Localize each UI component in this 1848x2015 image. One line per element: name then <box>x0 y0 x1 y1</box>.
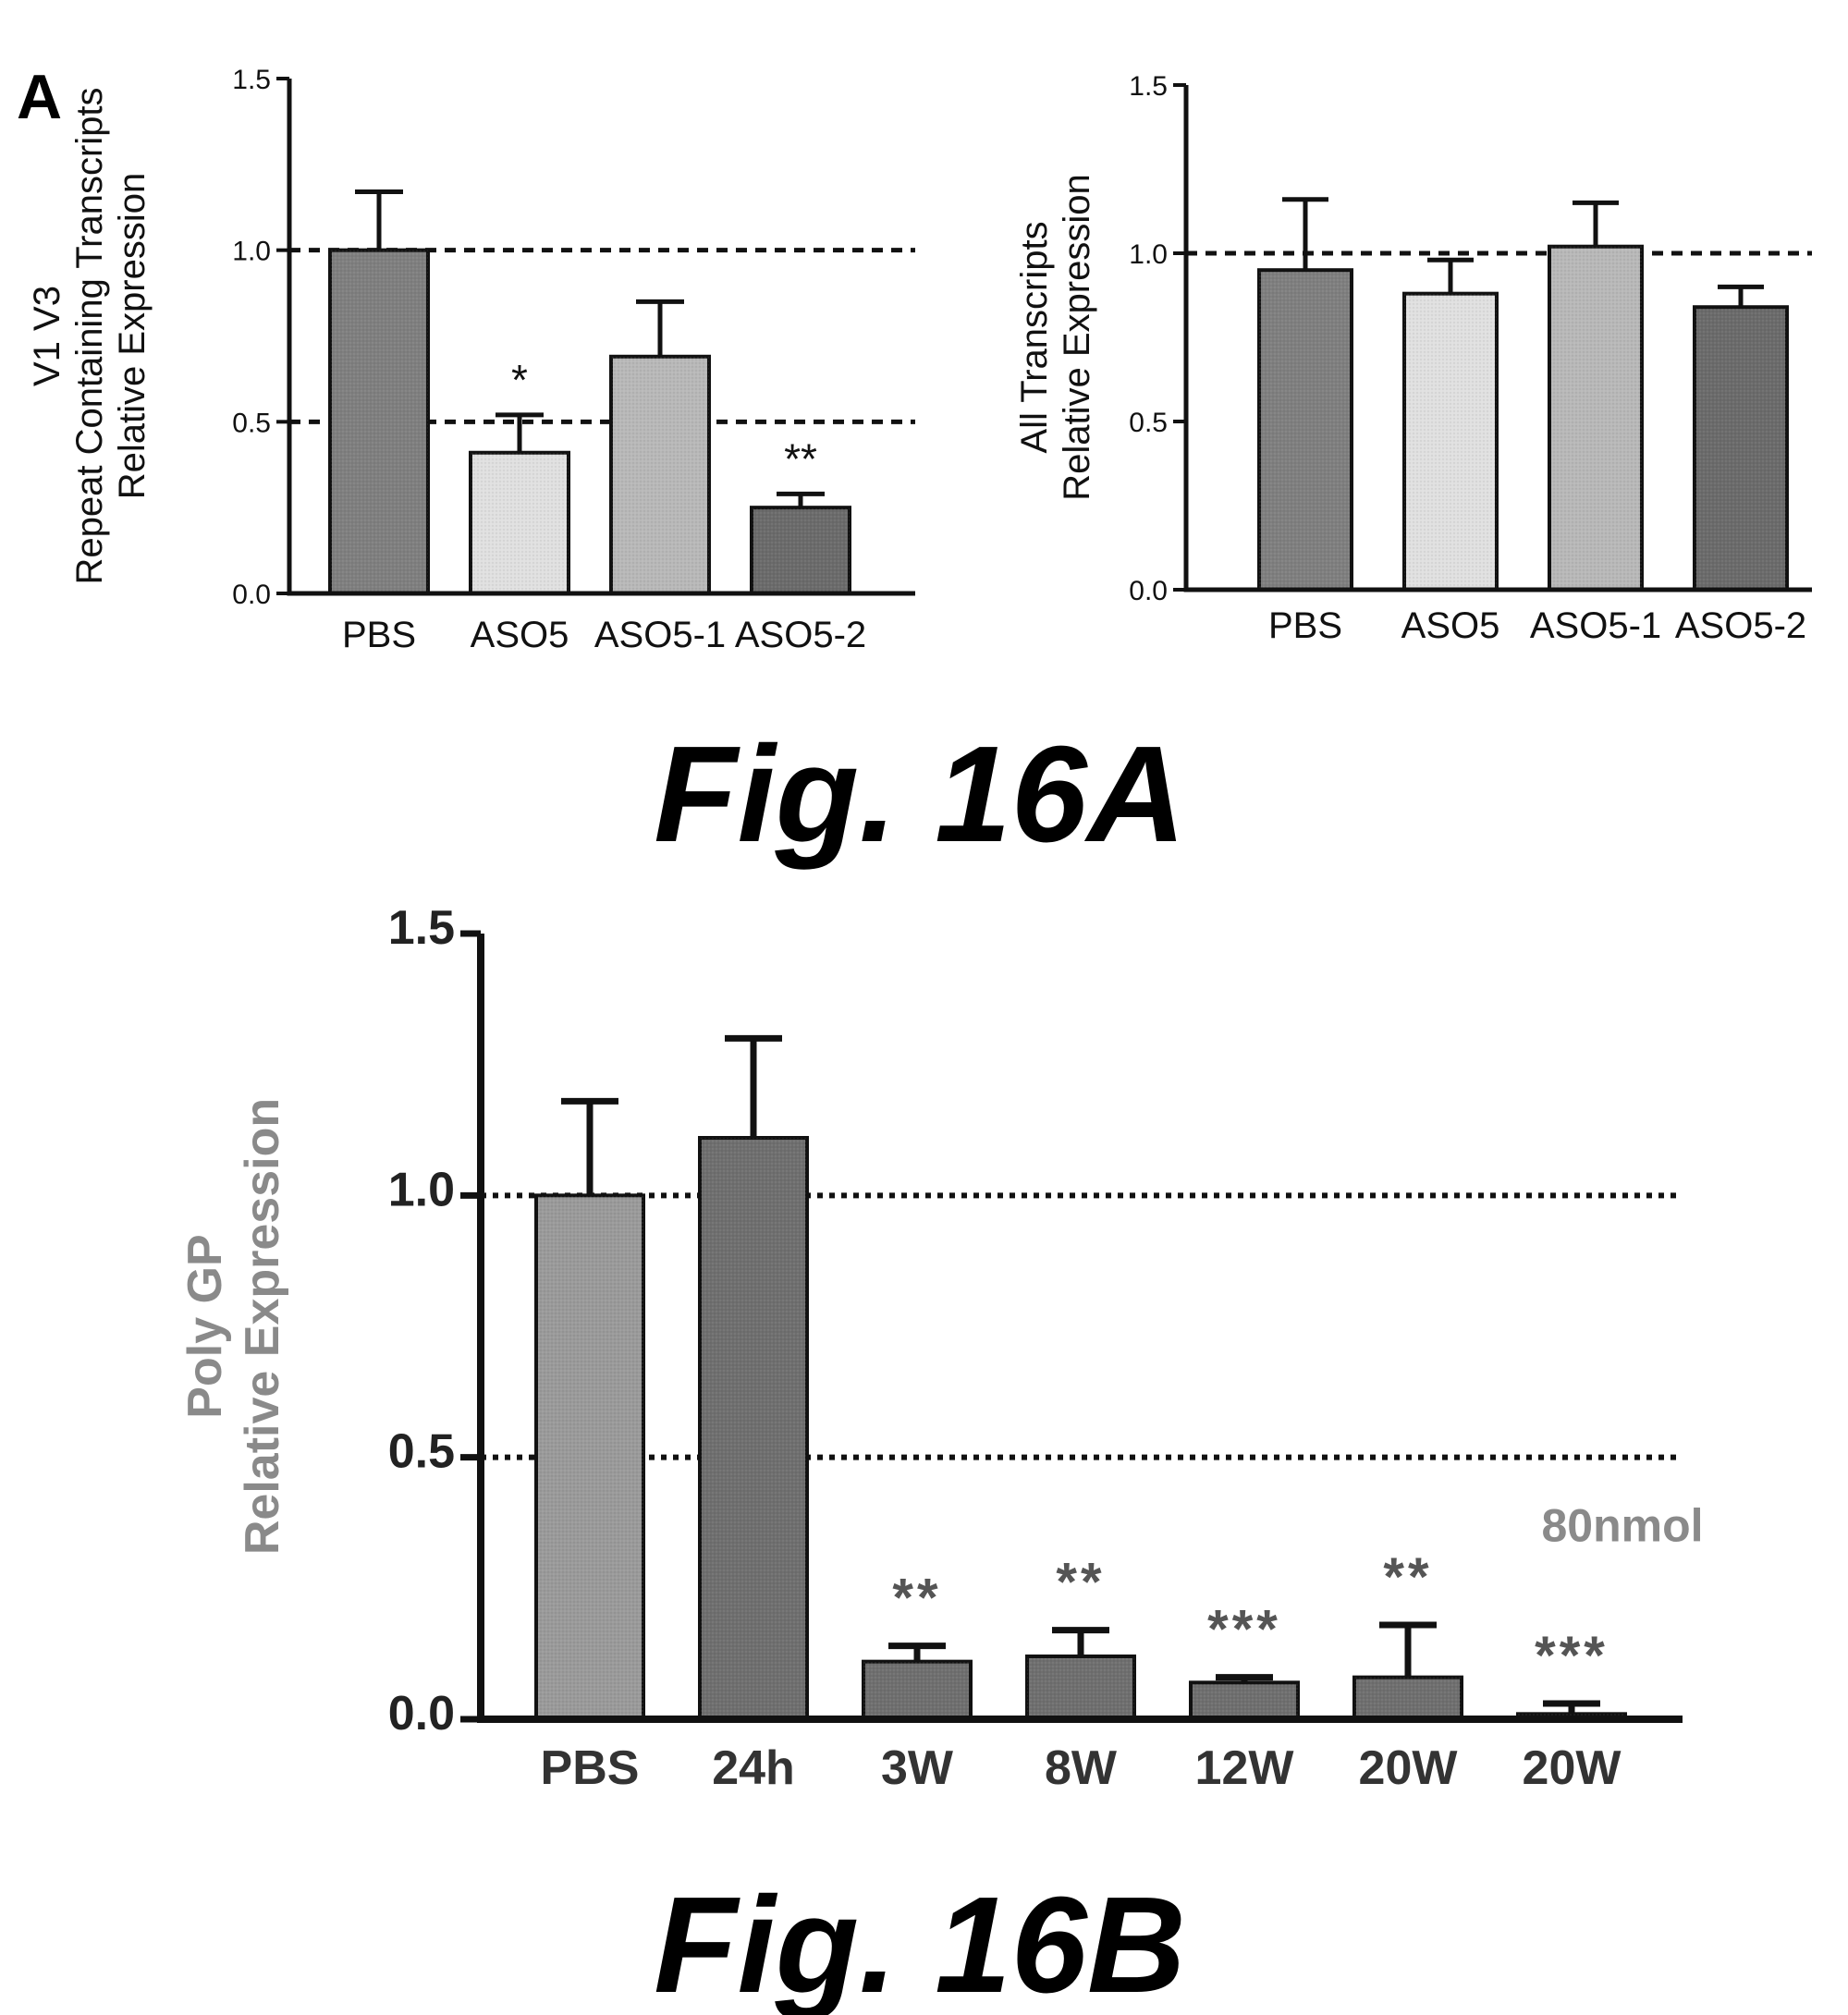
category-label: 20W <box>1359 1741 1459 1795</box>
y-tick-label: 1.0 <box>1129 239 1168 270</box>
bar-texture <box>752 507 850 593</box>
significance-label: *** <box>1207 1600 1281 1660</box>
significance-label: ** <box>1056 1553 1105 1613</box>
y-axis-label: Relative Expression <box>1057 174 1097 501</box>
category-label: ASO5-1 <box>594 615 726 655</box>
bar-texture <box>536 1195 643 1719</box>
significance-label: ** <box>892 1569 941 1629</box>
y-axis-label: Relative Expression <box>236 1098 289 1555</box>
bar-texture <box>863 1661 971 1719</box>
caption-fig-16a: Fig. 16A <box>654 718 1186 871</box>
y-tick-label: 0.0 <box>232 580 271 610</box>
significance-label: *** <box>1535 1626 1609 1686</box>
y-axis-label: V1 V3 <box>27 286 67 386</box>
y-tick-label: 1.0 <box>388 1163 455 1216</box>
bar-texture <box>1354 1677 1462 1719</box>
significance-label: * <box>511 356 528 404</box>
bar-texture <box>330 250 428 593</box>
category-label: ASO5-1 <box>1530 605 1661 646</box>
bar-texture <box>471 452 569 593</box>
y-axis-label: Relative Expression <box>112 173 153 500</box>
y-tick-label: 1.0 <box>232 237 271 267</box>
y-tick-label: 0.0 <box>388 1687 455 1740</box>
y-tick-label: 0.5 <box>1129 408 1168 438</box>
y-axis-label: All Transcripts <box>1014 221 1055 453</box>
bar-texture <box>1259 270 1352 590</box>
chart-a2-all-transcripts: PBS ASO5 ASO5-1 ASO5-2 0.0 0.5 1.0 1.5 All Trans… <box>1014 71 1812 646</box>
bar-texture <box>1549 246 1642 590</box>
bar-texture <box>1695 307 1787 590</box>
category-label: PBS <box>342 615 416 655</box>
bar-texture <box>611 356 709 593</box>
y-axis-label: Repeat Containing Transcripts <box>69 87 110 584</box>
category-label: ASO5 <box>471 615 569 655</box>
y-tick-label: 1.5 <box>232 65 271 95</box>
caption-fig-16b: Fig. 16B <box>654 1869 1186 2015</box>
chart-a1-repeat-transcripts: PBS*ASO5 ASO5-1**ASO5-20.00.51.01.5V1 V3 R… <box>27 65 915 655</box>
category-label: ASO5 <box>1401 605 1500 646</box>
y-tick-label: 0.5 <box>232 408 271 438</box>
category-label: 8W <box>1045 1741 1118 1795</box>
category-label: ASO5-2 <box>1675 605 1806 646</box>
bar-texture <box>1404 293 1497 590</box>
significance-label: ** <box>784 434 817 482</box>
bar-texture <box>1027 1656 1134 1719</box>
chart-b-polygp: PBS 24h ** 3W ** 8W *** 12W ** 20W *** 20W 80nmol 0.0… <box>178 901 1704 1795</box>
category-label: ASO5-2 <box>735 615 866 655</box>
category-label: 12W <box>1195 1741 1295 1795</box>
bar-note-label: 80nmol <box>1541 1499 1703 1551</box>
bar-texture <box>1191 1682 1298 1719</box>
y-tick-label: 1.5 <box>1129 71 1168 102</box>
category-label: PBS <box>541 1741 640 1795</box>
category-label: 24h <box>712 1741 795 1795</box>
category-label: 3W <box>881 1741 954 1795</box>
significance-label: ** <box>1383 1547 1432 1607</box>
panel-label: A <box>17 62 62 132</box>
category-label: PBS <box>1268 605 1342 646</box>
category-label: 20W <box>1523 1741 1622 1795</box>
y-tick-label: 0.5 <box>388 1425 455 1479</box>
y-tick-label: 0.0 <box>1129 576 1168 606</box>
y-axis-label: Poly GP <box>178 1234 232 1418</box>
bar-texture <box>700 1138 807 1719</box>
y-tick-label: 1.5 <box>388 901 455 955</box>
